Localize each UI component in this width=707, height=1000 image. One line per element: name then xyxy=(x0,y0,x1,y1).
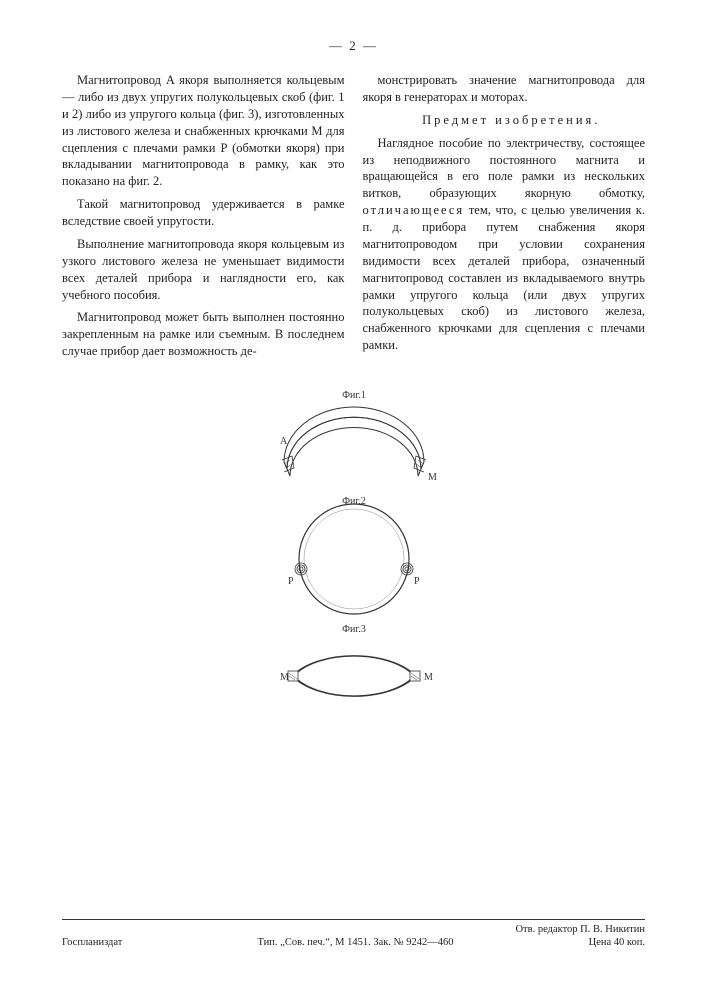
column-left: Магнитопровод A якоря выполняется кольце… xyxy=(62,72,345,366)
fig1-letter-a: A xyxy=(280,436,288,447)
claim-em: отличающееся xyxy=(363,203,465,217)
fig3: Фиг.3 M M xyxy=(280,624,433,696)
fig2-label: Фиг.2 xyxy=(342,496,366,507)
subheading: Предмет изобретения. xyxy=(363,112,646,129)
claim-text: Наглядное пособие по электричеству, сост… xyxy=(363,136,646,201)
fig3-letter-m-left: M xyxy=(280,672,289,683)
imprint-rule xyxy=(62,919,645,920)
claim-para: Наглядное пособие по электричеству, сост… xyxy=(363,135,646,354)
text-columns: Магнитопровод A якоря выполняется кольце… xyxy=(62,72,645,366)
fig1: Фиг.1 A M xyxy=(280,390,437,483)
figures-svg: Фиг.1 A M Фиг.2 xyxy=(224,384,484,714)
page-number: — 2 — xyxy=(62,38,645,54)
imprint-editor: Отв. редактор П. В. Никитин xyxy=(62,924,645,935)
fig2-letter-p-left: P xyxy=(288,576,294,587)
imprint-line2: Госпланиздат Тип. „Сов. печ.“, М 1451. З… xyxy=(62,937,645,948)
imprint-publisher: Госпланиздат xyxy=(62,937,122,948)
imprint-typography: Тип. „Сов. печ.“, М 1451. Зак. № 9242—46… xyxy=(258,937,454,948)
para: монстрировать значение магнитопровода дл… xyxy=(363,72,646,106)
para: Магнитопровод может быть выполнен постоя… xyxy=(62,309,345,360)
fig1-label: Фиг.1 xyxy=(342,390,366,401)
page: — 2 — Магнитопровод A якоря выполняется … xyxy=(0,0,707,1000)
column-right: монстрировать значение магнитопровода дл… xyxy=(363,72,646,366)
para: Выполнение магнитопровода якоря кольцевы… xyxy=(62,236,345,304)
fig3-label: Фиг.3 xyxy=(342,624,366,635)
fig3-letter-m-right: M xyxy=(424,672,433,683)
figures-block: Фиг.1 A M Фиг.2 xyxy=(224,384,484,719)
para: Такой магнитопровод удерживается в рамке… xyxy=(62,196,345,230)
fig1-letter-m: M xyxy=(428,472,437,483)
fig2-letter-p-right: P xyxy=(414,576,420,587)
claim-text: тем, что, с целью увеличения к. п. д. пр… xyxy=(363,203,646,352)
imprint-block: Отв. редактор П. В. Никитин Госпланиздат… xyxy=(62,919,645,948)
fig2: Фиг.2 P P xyxy=(288,496,420,614)
para: Магнитопровод A якоря выполняется кольце… xyxy=(62,72,345,190)
imprint-price: Цена 40 коп. xyxy=(589,937,645,948)
